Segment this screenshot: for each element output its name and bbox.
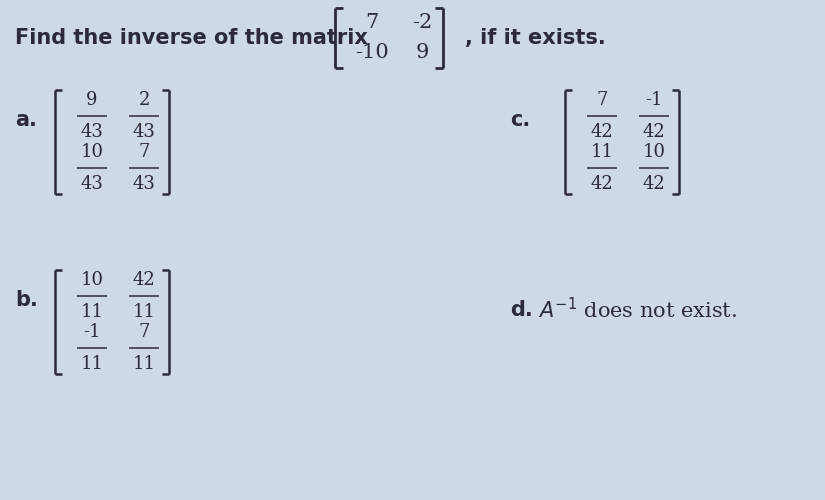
Text: 7: 7 <box>139 143 149 161</box>
Text: 10: 10 <box>81 143 103 161</box>
Text: 11: 11 <box>591 143 614 161</box>
Text: 7: 7 <box>139 323 149 341</box>
Text: 7: 7 <box>596 91 608 109</box>
Text: -1: -1 <box>645 91 662 109</box>
Text: 9: 9 <box>87 91 97 109</box>
Text: 10: 10 <box>81 271 103 289</box>
Text: -1: -1 <box>83 323 101 341</box>
Text: -2: -2 <box>412 14 432 32</box>
Text: 11: 11 <box>133 355 155 373</box>
Text: 42: 42 <box>591 175 613 193</box>
Text: 11: 11 <box>133 303 155 321</box>
Text: 7: 7 <box>365 14 379 32</box>
Text: 9: 9 <box>415 44 429 62</box>
Text: 42: 42 <box>133 271 155 289</box>
Text: d.: d. <box>510 300 533 320</box>
Text: 2: 2 <box>139 91 149 109</box>
Text: 43: 43 <box>81 175 103 193</box>
Text: -10: -10 <box>355 44 389 62</box>
Text: a.: a. <box>15 110 37 130</box>
Text: c.: c. <box>510 110 530 130</box>
Text: b.: b. <box>15 290 38 310</box>
Text: 42: 42 <box>643 175 666 193</box>
Text: 43: 43 <box>133 123 155 141</box>
Text: 10: 10 <box>643 143 666 161</box>
Text: 42: 42 <box>643 123 666 141</box>
Text: 43: 43 <box>133 175 155 193</box>
Text: 43: 43 <box>81 123 103 141</box>
Text: Find the inverse of the matrix: Find the inverse of the matrix <box>15 28 368 48</box>
Text: $A^{-1}$ does not exist.: $A^{-1}$ does not exist. <box>538 298 737 322</box>
Text: 42: 42 <box>591 123 613 141</box>
Text: 11: 11 <box>81 303 103 321</box>
Text: 11: 11 <box>81 355 103 373</box>
Text: , if it exists.: , if it exists. <box>465 28 606 48</box>
